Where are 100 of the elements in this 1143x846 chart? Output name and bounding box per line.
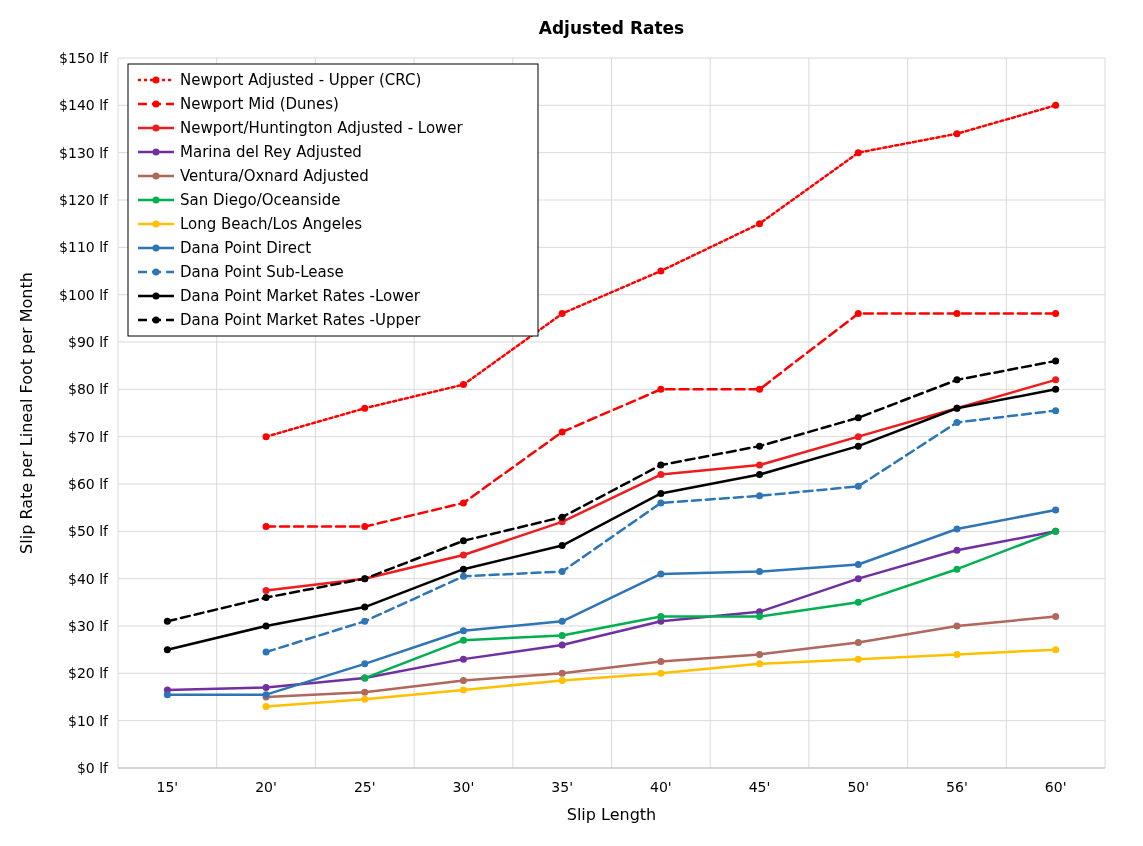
point xyxy=(1052,376,1060,384)
point xyxy=(459,537,467,545)
y-tick-label: $80 lf xyxy=(68,381,110,398)
point xyxy=(361,617,369,625)
point xyxy=(953,525,961,533)
point xyxy=(262,684,270,692)
x-tick-label: 35' xyxy=(551,779,573,795)
point xyxy=(558,641,566,649)
y-tick-label: $50 lf xyxy=(68,523,110,540)
point xyxy=(854,414,862,422)
y-tick-label: $40 lf xyxy=(68,570,110,587)
point xyxy=(854,598,862,606)
point xyxy=(1052,310,1060,318)
point xyxy=(657,471,665,479)
point xyxy=(657,385,665,393)
point xyxy=(854,310,862,318)
point xyxy=(657,570,665,578)
point xyxy=(756,613,764,621)
y-tick-label: $120 lf xyxy=(59,191,110,208)
point xyxy=(459,636,467,644)
x-tick-label: 60' xyxy=(1044,779,1067,795)
y-tick-label: $20 lf xyxy=(68,665,110,682)
point xyxy=(854,575,862,583)
x-tick-label: 20' xyxy=(255,779,277,795)
point xyxy=(558,310,566,318)
point xyxy=(953,565,961,573)
point xyxy=(756,442,764,450)
point xyxy=(1052,613,1060,621)
legend-label: Newport Adjusted - Upper (CRC) xyxy=(180,71,422,90)
point xyxy=(657,267,665,275)
point xyxy=(657,658,665,665)
point xyxy=(163,691,171,699)
point xyxy=(262,523,270,531)
y-tick-label: $90 lf xyxy=(68,333,110,350)
point xyxy=(756,220,764,228)
y-tick-label: $150 lf xyxy=(59,49,110,66)
point xyxy=(657,669,665,677)
y-tick-label: $60 lf xyxy=(68,475,110,492)
x-tick-label: 25' xyxy=(353,779,376,795)
legend-label: Newport/Huntington Adjusted - Lower xyxy=(180,119,464,138)
point xyxy=(558,568,566,576)
point xyxy=(854,149,862,157)
x-tick-label: 15' xyxy=(156,779,179,795)
point xyxy=(953,622,961,630)
y-tick-label: $30 lf xyxy=(68,617,110,634)
point xyxy=(361,404,369,412)
point xyxy=(953,376,961,384)
point xyxy=(854,655,862,663)
point xyxy=(756,660,764,668)
point xyxy=(953,130,961,138)
point xyxy=(459,551,467,559)
point xyxy=(459,627,467,635)
point xyxy=(558,676,566,684)
point xyxy=(459,381,467,389)
legend-label: Marina del Rey Adjusted xyxy=(180,143,362,162)
point xyxy=(262,433,270,441)
point xyxy=(361,523,369,531)
point xyxy=(558,669,566,677)
point xyxy=(262,587,270,594)
point xyxy=(953,310,961,318)
point xyxy=(459,572,467,580)
point xyxy=(953,418,961,426)
y-tick-label: $0 lf xyxy=(76,759,110,776)
chart-title: Adjusted Rates xyxy=(538,18,685,38)
point xyxy=(854,482,862,490)
point xyxy=(459,565,467,573)
point xyxy=(163,617,171,625)
point xyxy=(756,385,764,393)
legend-label: San Diego/Oceanside xyxy=(180,191,341,210)
point xyxy=(361,695,369,703)
point xyxy=(361,660,369,668)
point xyxy=(854,560,862,568)
point xyxy=(756,650,764,658)
x-tick-label: 30' xyxy=(452,779,475,795)
point xyxy=(657,613,665,621)
legend-label: Dana Point Direct xyxy=(180,239,312,258)
point xyxy=(756,492,764,500)
point xyxy=(262,702,270,710)
legend-label: Dana Point Sub-Lease xyxy=(180,263,344,282)
point xyxy=(163,646,171,654)
point xyxy=(657,499,665,507)
point xyxy=(854,433,862,441)
point xyxy=(558,631,566,639)
legend-label: Ventura/Oxnard Adjusted xyxy=(180,167,369,186)
point xyxy=(459,499,467,507)
point xyxy=(262,648,270,656)
x-tick-label: 56' xyxy=(946,779,968,795)
x-tick-label: 45' xyxy=(748,779,771,795)
point xyxy=(953,650,961,658)
y-tick-label: $70 lf xyxy=(68,428,110,445)
legend-label: Dana Point Market Rates -Lower xyxy=(180,287,421,306)
x-axis-title: Slip Length xyxy=(566,805,657,824)
point xyxy=(657,489,665,497)
point xyxy=(756,461,764,469)
point xyxy=(558,428,566,436)
point xyxy=(558,617,566,625)
point xyxy=(854,442,862,450)
y-tick-label: $100 lf xyxy=(59,286,110,303)
y-tick-label: $10 lf xyxy=(68,712,110,729)
x-tick-label: 40' xyxy=(650,779,672,795)
